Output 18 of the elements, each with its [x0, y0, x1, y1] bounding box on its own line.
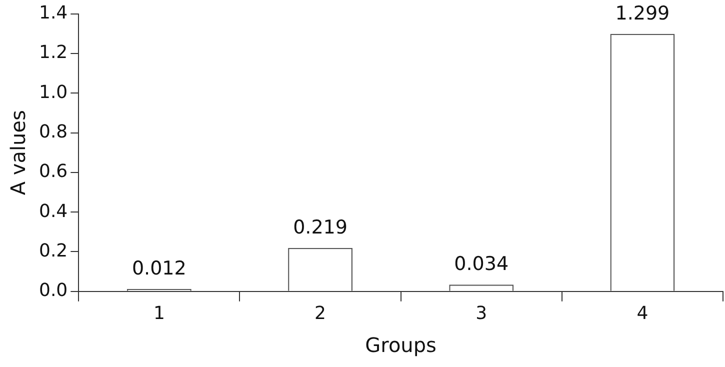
y-tick-label: 0.0 — [38, 280, 68, 302]
data-label: 0.219 — [293, 216, 348, 238]
x-tick-label: 4 — [636, 302, 648, 324]
y-tick-label: 0.2 — [38, 240, 68, 262]
y-tick-label: 0.6 — [38, 161, 68, 182]
y-tick-label: 1.2 — [38, 42, 68, 64]
y-tick-label: 0.8 — [38, 121, 68, 142]
x-tick-label: 1 — [153, 302, 165, 324]
data-label: 1.299 — [615, 2, 670, 24]
data-label: 0.012 — [132, 257, 186, 280]
y-tick-label: 0.4 — [38, 200, 68, 222]
y-tick-label: 1.0 — [38, 82, 68, 103]
y-axis-title: A values — [6, 110, 30, 196]
y-tick-label: 1.4 — [38, 2, 68, 24]
x-tick-label: 3 — [476, 302, 488, 324]
x-axis-title: Groups — [365, 333, 436, 358]
x-tick-label: 2 — [314, 302, 326, 324]
data-label: 0.034 — [454, 253, 509, 276]
